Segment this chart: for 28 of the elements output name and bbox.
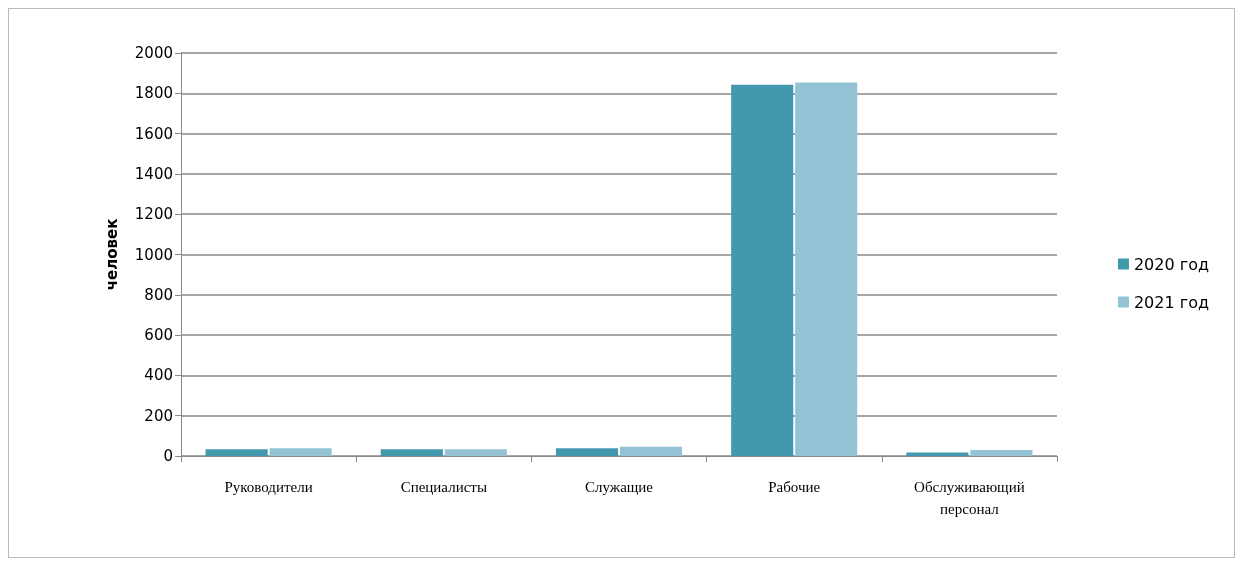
x-tick-label: Обслуживающий персонал bbox=[914, 479, 1025, 517]
legend-label: 2020 год bbox=[1133, 254, 1209, 274]
bar bbox=[731, 84, 794, 456]
y-tick-label: 1600 bbox=[134, 124, 173, 143]
bar bbox=[795, 82, 858, 456]
bar bbox=[380, 449, 443, 456]
x-tick-label: Руководители bbox=[224, 479, 313, 495]
y-tick-label: 1400 bbox=[134, 164, 173, 183]
x-tick-label: Рабочие bbox=[768, 479, 821, 495]
x-tick-label: Служащие bbox=[584, 479, 654, 495]
y-axis-title: человек bbox=[102, 218, 121, 291]
legend-label: 2021 год bbox=[1133, 292, 1209, 312]
bar bbox=[619, 446, 683, 456]
y-tick-label: 1000 bbox=[134, 245, 173, 264]
y-tick-label: 0 bbox=[163, 447, 173, 465]
y-tick-label: 200 bbox=[144, 406, 173, 425]
bar bbox=[555, 448, 619, 456]
bar bbox=[269, 448, 332, 456]
y-tick-label: 800 bbox=[144, 285, 173, 304]
y-tick-label: 1800 bbox=[134, 84, 173, 103]
y-tick-label: 1200 bbox=[134, 205, 173, 224]
y-tick-label: 400 bbox=[144, 366, 173, 385]
bar bbox=[205, 449, 268, 456]
bar bbox=[444, 449, 507, 456]
x-tick-label: Специалисты bbox=[400, 479, 487, 495]
bar bbox=[970, 449, 1033, 456]
y-tick-label: 600 bbox=[144, 326, 173, 345]
y-tick-label: 2000 bbox=[134, 44, 173, 62]
